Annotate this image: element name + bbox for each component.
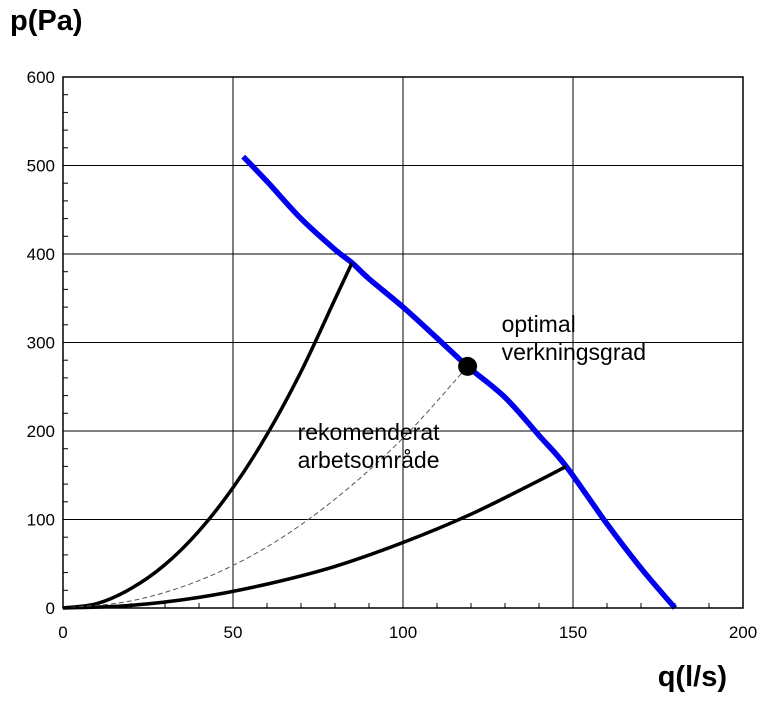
points-layer bbox=[458, 356, 478, 376]
y-tick-label-6: 600 bbox=[27, 68, 55, 87]
x-tick-label-4: 200 bbox=[729, 623, 757, 642]
y-axis-title: p(Pa) bbox=[10, 5, 83, 37]
series-line-2 bbox=[62, 464, 568, 610]
series-line-1 bbox=[62, 262, 354, 610]
x-tick-label-1: 50 bbox=[224, 623, 243, 642]
annotation-1-line-0: rekomenderat bbox=[298, 419, 441, 445]
y-tick-label-3: 300 bbox=[27, 334, 55, 353]
series-layer bbox=[62, 154, 678, 610]
y-tick-label-1: 100 bbox=[27, 511, 55, 530]
tick-labels: 0 50 100 150 200 0 100 200 300 400 500 600 bbox=[27, 68, 758, 642]
x-tick-label-2: 100 bbox=[389, 623, 417, 642]
y-tick-label-5: 500 bbox=[27, 157, 55, 176]
annotation-0-line-1: verkningsgrad bbox=[502, 339, 646, 365]
annotation-1-line-1: arbetsområde bbox=[298, 447, 440, 473]
plot-frame bbox=[62, 76, 744, 609]
x-axis-title: q(l/s) bbox=[658, 661, 727, 693]
annotation-0-line-0: optimal bbox=[502, 311, 576, 337]
series-line-3 bbox=[62, 366, 468, 609]
series-line-0 bbox=[241, 154, 678, 610]
y-tick-label-4: 400 bbox=[27, 245, 55, 264]
x-tick-label-3: 150 bbox=[559, 623, 587, 642]
x-tick-label-0: 0 bbox=[58, 623, 67, 642]
y-tick-label-2: 200 bbox=[27, 422, 55, 441]
optimal-point-0 bbox=[458, 356, 478, 376]
y-tick-label-0: 0 bbox=[46, 599, 55, 618]
